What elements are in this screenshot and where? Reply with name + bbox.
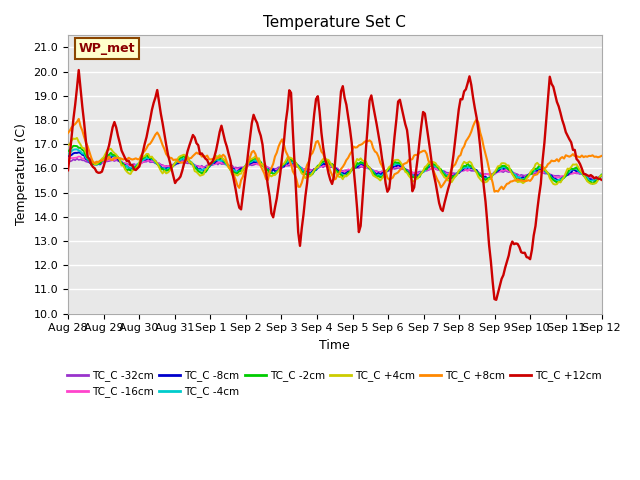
Y-axis label: Temperature (C): Temperature (C) [15, 123, 28, 226]
Legend: TC_C -32cm, TC_C -16cm, TC_C -8cm, TC_C -4cm, TC_C -2cm, TC_C +4cm, TC_C +8cm, T: TC_C -32cm, TC_C -16cm, TC_C -8cm, TC_C … [63, 366, 606, 401]
X-axis label: Time: Time [319, 339, 350, 352]
Text: WP_met: WP_met [79, 42, 135, 55]
Title: Temperature Set C: Temperature Set C [263, 15, 406, 30]
